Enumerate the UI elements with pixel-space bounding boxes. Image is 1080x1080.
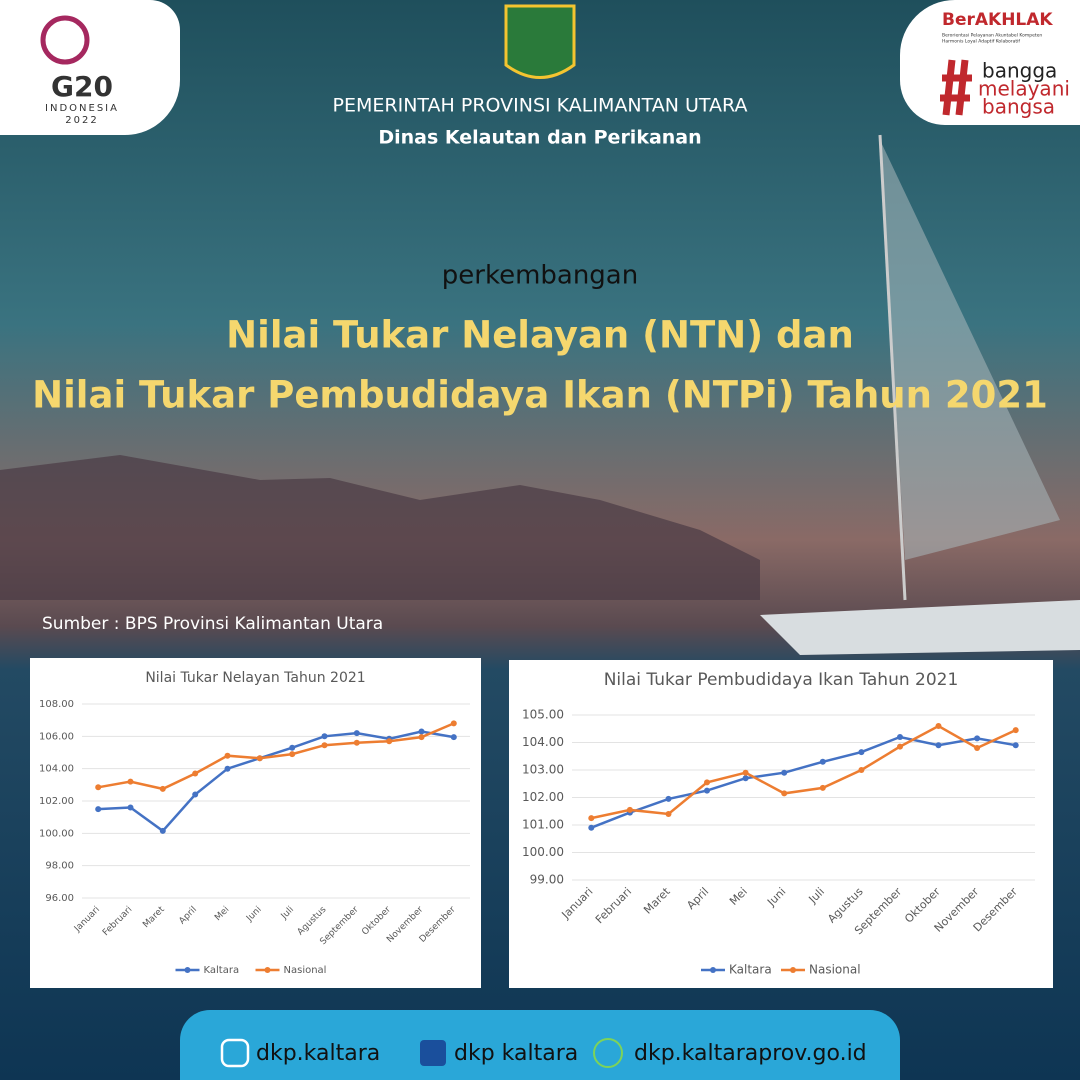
org-name: PEMERINTAH PROVINSI KALIMANTAN UTARA [333, 95, 748, 117]
footer-bar [180, 1010, 900, 1080]
g20-year: 2022 [65, 115, 98, 126]
y-tick-label: 105.00 [522, 708, 564, 722]
y-tick-label: 108.00 [39, 699, 74, 710]
intro: perkembangan [442, 261, 638, 291]
province-emblem [504, 4, 576, 79]
legend-dot [264, 967, 271, 973]
y-tick-label: 103.00 [522, 763, 564, 777]
facebook-icon [420, 1040, 446, 1066]
y-tick-label: 100.00 [522, 845, 564, 859]
bangga-word: melayani [978, 77, 1070, 101]
mast [878, 134, 907, 601]
y-tick-label: 96.00 [45, 893, 74, 904]
web-icon [593, 1038, 623, 1068]
y-tick-label: 104.00 [39, 764, 74, 775]
legend-label: Nasional [809, 963, 861, 977]
berakhlak-line: Harmonis Loyal Adaptif Kolaboratif [942, 39, 1020, 45]
g20-text: G20 [51, 70, 113, 103]
main-title: Nilai Tukar Nelayan (NTN) dan [226, 314, 854, 357]
boat-hull [760, 600, 1080, 655]
sail [880, 140, 1060, 560]
bangga-word: bangsa [982, 95, 1055, 119]
g20-emblem [40, 15, 90, 65]
chart-panel [30, 658, 481, 988]
berakhlak-title: BerAKHLAK [942, 10, 1053, 30]
instagram-icon [220, 1038, 250, 1068]
legend-dot [790, 967, 796, 973]
bangga-word: bangga [982, 59, 1057, 83]
mountains [0, 455, 760, 600]
series-line [95, 720, 457, 792]
y-tick-label: 104.00 [522, 735, 564, 749]
chart-title: Nilai Tukar Nelayan Tahun 2021 [145, 670, 365, 686]
legend-label: Kaltara [204, 965, 240, 976]
website: dkp.kaltaraprov.go.id [634, 1041, 867, 1066]
berakhlak-line: Berorientasi Pelayanan Akuntabel Kompete… [942, 33, 1042, 39]
dept-name: Dinas Kelautan dan Perikanan [378, 127, 701, 149]
legend-label: Nasional [284, 965, 327, 976]
chart-panel [509, 660, 1053, 988]
hashtag-icon [940, 59, 972, 116]
instagram-handle: dkp.kaltara [256, 1041, 380, 1066]
y-tick-label: 99.00 [530, 873, 564, 887]
y-tick-label: 102.00 [39, 796, 74, 807]
g20-country: INDONESIA [45, 103, 119, 114]
main-title: Nilai Tukar Pembudidaya Ikan (NTPi) Tahu… [32, 374, 1048, 417]
y-tick-label: 98.00 [45, 861, 74, 872]
source: Sumber : BPS Provinsi Kalimantan Utara [42, 614, 383, 634]
y-tick-label: 101.00 [522, 818, 564, 832]
legend-dot [184, 967, 191, 973]
facebook-handle: dkp kaltara [454, 1041, 578, 1066]
y-tick-label: 102.00 [522, 790, 564, 804]
legend-label: Kaltara [729, 963, 772, 977]
chart-title: Nilai Tukar Pembudidaya Ikan Tahun 2021 [604, 670, 959, 690]
series-line [588, 723, 1019, 822]
y-tick-label: 106.00 [39, 731, 74, 742]
legend-dot [710, 967, 716, 973]
y-tick-label: 100.00 [39, 828, 74, 839]
